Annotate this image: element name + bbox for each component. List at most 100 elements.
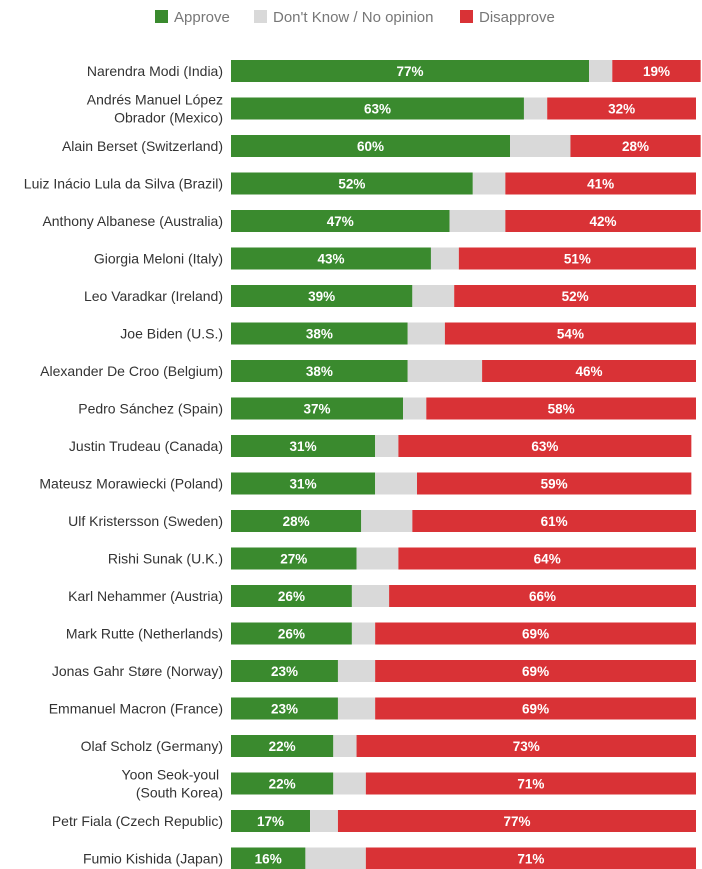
value-label-approve: 43% — [317, 252, 344, 267]
category-label: Andrés Manuel López Obrador (Mexico) — [87, 92, 223, 126]
value-label-approve: 60% — [357, 139, 384, 154]
chart-row: Anthony Albanese (Australia) 47% 42% — [42, 210, 701, 232]
chart-row: Alexander De Croo (Belgium) 38% 46% — [40, 360, 696, 382]
bar-segment-disapprove — [612, 60, 701, 82]
bar-segment-don-t-know-no-opinion — [361, 510, 413, 532]
chart-row: Narendra Modi (India) 77% 19% — [87, 60, 701, 82]
bar-segment-approve — [231, 285, 413, 307]
category-label: Leo Varadkar (Ireland) — [84, 288, 223, 304]
value-label-approve: 17% — [257, 814, 284, 829]
category-label: Rishi Sunak (U.K.) — [108, 551, 223, 567]
chart-row: Emmanuel Macron (France) 23% 69% — [49, 697, 696, 720]
bar-segment-approve — [231, 360, 408, 382]
bar-segment-approve — [231, 622, 352, 645]
legend-label-approve: Approve — [174, 9, 230, 26]
value-label-approve: 26% — [278, 627, 305, 642]
category-label: Giorgia Meloni (Italy) — [94, 251, 223, 267]
value-label-approve: 22% — [269, 739, 296, 754]
bar-segment-disapprove — [365, 772, 696, 795]
value-label-disapprove: 52% — [562, 289, 589, 304]
chart-row: Pedro Sánchez (Spain) 37% 58% — [78, 397, 696, 420]
category-label: Ulf Kristersson (Sweden) — [68, 513, 223, 529]
bar-segment-don-t-know-no-opinion — [407, 360, 483, 382]
value-label-approve: 63% — [364, 102, 391, 117]
bar-segment-approve — [231, 660, 338, 682]
value-label-approve: 38% — [306, 364, 333, 379]
value-label-disapprove: 77% — [503, 814, 530, 829]
value-label-disapprove: 58% — [548, 402, 575, 417]
bar-segment-approve — [231, 322, 408, 345]
bar-segment-disapprove — [570, 135, 701, 157]
bar-segment-don-t-know-no-opinion — [430, 247, 459, 270]
value-label-disapprove: 46% — [576, 364, 603, 379]
value-label-disapprove: 61% — [541, 514, 568, 529]
bar-segment-approve — [231, 135, 510, 157]
bar-segment-disapprove — [417, 472, 692, 495]
legend-swatch-don-t-know-no-opinion — [254, 10, 267, 23]
value-label-disapprove: 59% — [541, 477, 568, 492]
bar-segment-disapprove — [426, 397, 696, 420]
bar-segment-disapprove — [398, 547, 696, 570]
value-label-disapprove: 28% — [622, 139, 649, 154]
bar-segment-disapprove — [375, 622, 696, 645]
category-label: Alexander De Croo (Belgium) — [40, 363, 223, 379]
value-label-approve: 38% — [306, 327, 333, 342]
category-label: Emmanuel Macron (France) — [49, 701, 223, 717]
category-label: Alain Berset (Switzerland) — [62, 138, 223, 154]
bar-segment-disapprove — [365, 847, 696, 869]
bar-segment-disapprove — [444, 322, 696, 345]
bar-segment-don-t-know-no-opinion — [356, 547, 399, 570]
chart-row: Ulf Kristersson (Sweden) 28% 61% — [68, 510, 696, 532]
bar-segment-don-t-know-no-opinion — [403, 397, 427, 420]
bar-segment-don-t-know-no-opinion — [333, 772, 366, 795]
category-label: Joe Biden (U.S.) — [120, 326, 223, 342]
bar-segment-approve — [231, 847, 306, 869]
category-label: Narendra Modi (India) — [87, 63, 223, 79]
category-label: Justin Trudeau (Canada) — [69, 438, 223, 454]
bar-segment-don-t-know-no-opinion — [375, 435, 399, 457]
bar-segment-approve — [231, 97, 524, 120]
chart-row: Rishi Sunak (U.K.) 27% 64% — [108, 547, 696, 570]
value-label-approve: 77% — [397, 64, 424, 79]
value-label-approve: 23% — [271, 702, 298, 717]
category-label: Mateusz Morawiecki (Poland) — [39, 476, 223, 492]
value-label-approve: 16% — [255, 852, 282, 867]
bar-segment-approve — [231, 60, 590, 82]
chart-row: Mark Rutte (Netherlands) 26% 69% — [66, 622, 696, 645]
bar-segment-approve — [231, 585, 352, 607]
chart-row: Giorgia Meloni (Italy) 43% 51% — [94, 247, 696, 270]
bar-segment-don-t-know-no-opinion — [337, 660, 376, 682]
bar-segment-don-t-know-no-opinion — [510, 135, 571, 157]
bar-segment-don-t-know-no-opinion — [523, 97, 548, 120]
bar-segment-approve — [231, 547, 357, 570]
category-label: Jonas Gahr Støre (Norway) — [52, 663, 223, 679]
bar-segment-don-t-know-no-opinion — [412, 285, 455, 307]
bar-segment-don-t-know-no-opinion — [449, 210, 506, 232]
category-label: Pedro Sánchez (Spain) — [78, 401, 223, 417]
bar-segment-approve — [231, 247, 431, 270]
chart-row: Olaf Scholz (Germany) 22% 73% — [81, 735, 696, 757]
value-label-approve: 31% — [290, 477, 317, 492]
bar-segment-approve — [231, 397, 404, 420]
value-label-disapprove: 54% — [557, 327, 584, 342]
value-label-disapprove: 66% — [529, 589, 556, 604]
chart-row: Jonas Gahr Støre (Norway) 23% 69% — [52, 660, 696, 682]
bar-segment-don-t-know-no-opinion — [351, 622, 376, 645]
category-label: Mark Rutte (Netherlands) — [66, 626, 223, 642]
bar-segment-disapprove — [389, 585, 696, 607]
bar-segment-disapprove — [505, 210, 701, 232]
legend-swatch-approve — [155, 10, 168, 23]
chart-row: Joe Biden (U.S.) 38% 54% — [120, 322, 696, 345]
bar-segment-disapprove — [454, 285, 696, 307]
bar-segment-don-t-know-no-opinion — [375, 472, 417, 495]
bar-segment-disapprove — [412, 510, 696, 532]
legend: Approve Don't Know / No opinion Disapprove — [155, 9, 555, 26]
bar-segment-disapprove — [375, 660, 696, 682]
category-label: Luiz Inácio Lula da Silva (Brazil) — [24, 176, 223, 192]
value-label-approve: 23% — [271, 664, 298, 679]
value-label-approve: 31% — [290, 439, 317, 454]
legend-label-disapprove: Disapprove — [479, 9, 555, 26]
bar-segment-approve — [231, 510, 362, 532]
value-label-disapprove: 32% — [608, 102, 635, 117]
